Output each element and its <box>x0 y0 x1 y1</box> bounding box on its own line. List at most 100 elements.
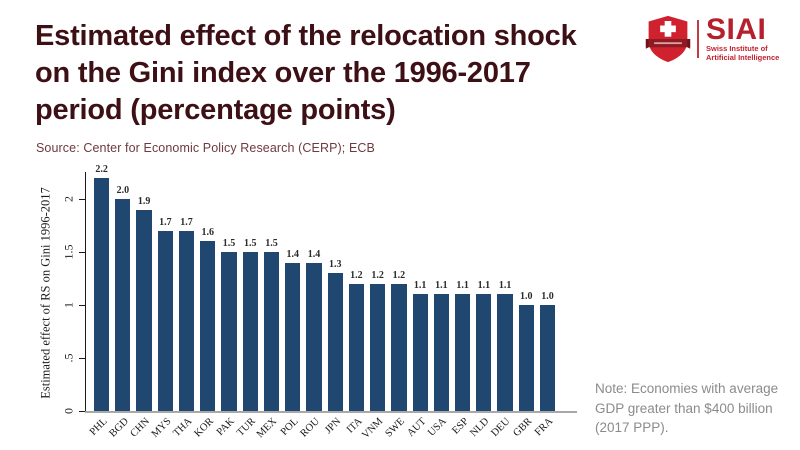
bar-slot: 1.4 POL <box>279 177 301 438</box>
bar-category-label: THA <box>171 416 195 440</box>
bar <box>476 294 492 411</box>
bar-category-label: TUR <box>235 416 259 439</box>
bar-value-label: 1.1 <box>498 280 512 291</box>
bar <box>348 284 365 411</box>
bar-value-label: 1.6 <box>201 227 215 238</box>
y-tick-label: .5 <box>61 353 76 363</box>
bar-category-label: MYS <box>149 416 174 440</box>
bars: 2.2 PHL 2.0 BGD 1.9 CHN 1.7 MYS 1.7 THA 1.6 KOR 1.5 P… <box>88 164 556 441</box>
bar-category-label: KOR <box>192 416 216 440</box>
bar-category-label: SWE <box>383 416 407 440</box>
footnote-line-3: (2017 PPP). <box>595 420 669 435</box>
footnote: Note: Economies with average GDP greater… <box>595 379 795 438</box>
bar-value-label: 1.7 <box>180 217 193 228</box>
bar-value-label: 1.4 <box>307 249 321 260</box>
bar-category-label: ESP <box>449 416 471 437</box>
bar-slot: 2.2 PHL <box>88 164 110 438</box>
bar <box>433 294 449 411</box>
x-axis-line <box>85 411 577 413</box>
bar-value-label: 1.9 <box>137 196 151 207</box>
y-axis-title: Estimated effect of RS on Gini 1996-2017 <box>38 187 53 399</box>
page-title-line-2: on the Gini index over the 1996-2017 <box>35 57 531 89</box>
bar-value-label: 1.4 <box>286 249 299 260</box>
bar-slot: 1.9 CHN <box>128 177 152 439</box>
page-title-line-3: period (percentage points) <box>35 94 396 126</box>
y-tick-label: 1.5 <box>61 244 76 260</box>
bar-slot: 1.2 ITA <box>345 177 365 436</box>
bar <box>263 252 280 411</box>
logo-subtitle-line-2: Artificial Intelligence <box>706 53 780 62</box>
bar-value-label: 1.0 <box>541 291 554 302</box>
bar-slot: 1.7 MYS <box>149 177 173 440</box>
bar <box>518 305 534 411</box>
y-axis-line <box>85 172 86 411</box>
bar <box>200 241 216 411</box>
bar-category-label: USA <box>426 416 450 439</box>
bar <box>370 284 386 411</box>
bar-value-label: 1.1 <box>413 280 427 291</box>
bar-slot: 1.7 THA <box>171 177 195 439</box>
bar-slot: 1.2 VNM <box>360 177 386 441</box>
bar-category-label: JPN <box>322 416 343 437</box>
bar-value-label: 1.1 <box>477 280 491 291</box>
bar <box>178 231 195 411</box>
siai-logo: SIAI Swiss Institute of Artificial Intel… <box>645 15 779 63</box>
bar <box>136 210 152 411</box>
bar <box>497 294 513 411</box>
bar <box>285 263 301 411</box>
logo-acronym: SIAI <box>706 13 767 46</box>
bar-value-label: 1.2 <box>350 270 363 281</box>
bar-category-label: MEX <box>254 416 280 441</box>
footnote-line-2: GDP greater than $400 billion <box>595 400 773 416</box>
bar-slot: 1.2 SWE <box>383 177 407 439</box>
bar-slot: 1.0 GBR <box>511 177 534 439</box>
footnote-line-1: Note: Economies with average <box>595 381 779 396</box>
bar <box>412 294 428 411</box>
bar-value-label: 1.3 <box>328 259 342 270</box>
bar-value-label: 1.2 <box>371 270 384 281</box>
y-tick-mark <box>79 252 85 253</box>
bar-category-label: GBR <box>511 416 535 440</box>
bar-slot: 1.5 MEX <box>255 177 280 440</box>
bar-value-label: 2.0 <box>116 185 130 196</box>
bar <box>454 294 471 411</box>
y-tick-label: 1 <box>61 302 76 308</box>
y-tick-label: 2 <box>61 196 76 202</box>
bar-slot: 1.1 USA <box>427 177 450 439</box>
bar <box>242 252 258 411</box>
bar-value-label: 1.5 <box>265 238 278 249</box>
logo-divider <box>697 20 699 58</box>
y-tick-mark <box>79 358 85 359</box>
bar-category-label: DEU <box>489 416 513 440</box>
bar-slot: 2.0 BGD <box>107 177 130 439</box>
bar-value-label: 2.2 <box>95 164 108 175</box>
bar <box>391 284 407 411</box>
bar <box>306 263 322 411</box>
bar-slot: 1.1 DEU <box>490 177 513 439</box>
bar-category-label: AUT <box>404 416 428 440</box>
bar-category-label: PAK <box>214 416 237 438</box>
bar-value-label: 1.5 <box>222 238 236 249</box>
bar-slot: 1.5 TUR <box>235 177 258 439</box>
bar-value-label: 1.1 <box>435 280 448 291</box>
shield-cross-icon <box>645 15 691 63</box>
bar <box>327 273 343 411</box>
bar-category-label: CHN <box>128 416 152 440</box>
page-title-line-1: Estimated effect of the relocation shock <box>35 20 577 52</box>
bar-slot: 1.1 ESP <box>450 177 471 437</box>
bar-category-label: FRA <box>533 416 556 439</box>
y-tick-mark <box>79 305 85 306</box>
bar-slot: 1.0 FRA <box>533 177 556 438</box>
bar-slot: 1.6 KOR <box>192 177 216 439</box>
bar-category-label: ROU <box>298 416 322 440</box>
bar-category-label: BGD <box>107 416 131 440</box>
bar-category-label: VNM <box>360 416 386 442</box>
bar-category-label: NLD <box>468 416 492 440</box>
bar <box>539 305 556 411</box>
bar <box>94 178 110 411</box>
page-title: Estimated effect of the relocation shock… <box>35 18 577 129</box>
bar-slot: 1.1 NLD <box>469 177 492 439</box>
bar-value-label: 1.7 <box>159 217 172 228</box>
